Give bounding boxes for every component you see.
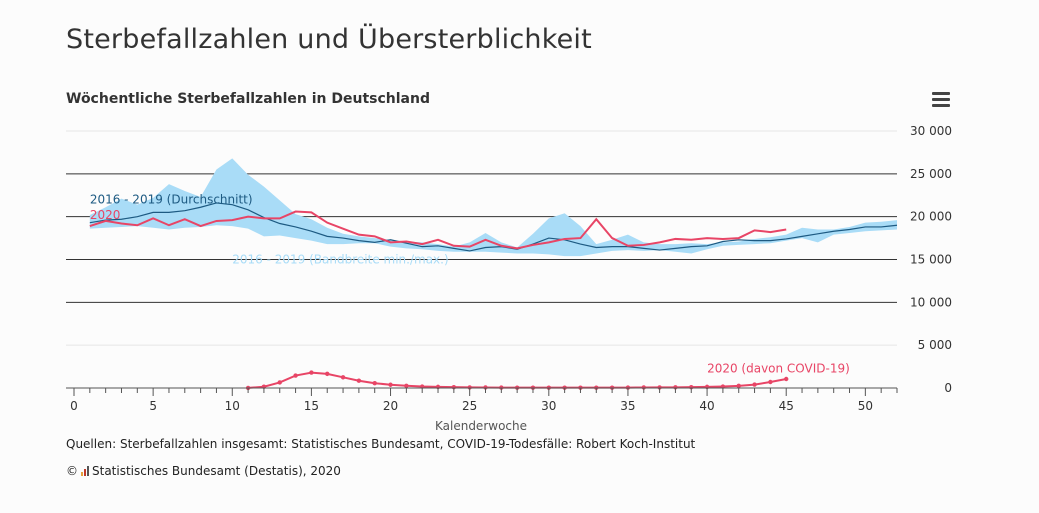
covid-point xyxy=(325,371,330,377)
annotations: 2016 - 2019 (Durchschnitt)2020 2016 - 201… xyxy=(90,193,850,376)
y-tick-label: 5 000 xyxy=(918,338,952,352)
covid-point xyxy=(768,379,773,385)
x-axis-label: Kalenderwoche xyxy=(435,419,527,433)
axes: 0 5 000 10 000 15 000 20 000 25 000 30 000 0 5 10… xyxy=(66,124,952,413)
hamburger-menu-icon[interactable] xyxy=(930,89,952,109)
y-tick-label: 20 000 xyxy=(910,210,952,224)
covid-point xyxy=(752,382,757,387)
average-line xyxy=(89,202,898,252)
covid-point xyxy=(467,385,472,390)
covid-point xyxy=(356,378,362,383)
y-tick-label: 30 000 xyxy=(910,124,952,138)
x-tick-label: 40 xyxy=(699,399,714,413)
x-tick-label: 25 xyxy=(462,399,477,413)
y-tick-label: 15 000 xyxy=(910,253,952,267)
destatis-logo-icon xyxy=(81,466,89,476)
x-tick-label: 10 xyxy=(225,399,240,413)
covid-point xyxy=(736,383,741,389)
series-annotation: 2016 - 2019 (Bandbreite min./max.) xyxy=(232,253,448,267)
covid-point xyxy=(388,382,393,387)
x-tick-label: 50 xyxy=(858,399,873,413)
y-tick-label: 0 xyxy=(944,381,952,395)
copyright-symbol: © xyxy=(66,464,78,478)
covid-point xyxy=(784,376,789,382)
range-band-area xyxy=(89,158,898,257)
covid-point xyxy=(340,375,346,380)
covid-point xyxy=(309,370,314,375)
copyright-line: © Statistisches Bundesamt (Destatis), 20… xyxy=(66,464,341,478)
x-tick-label: 45 xyxy=(779,399,794,413)
covid-point xyxy=(293,373,298,378)
series-annotation: 2016 - 2019 (Durchschnitt) xyxy=(90,193,253,207)
covid-point xyxy=(641,385,646,390)
series-annotation: 2020 xyxy=(90,208,121,222)
chart-title: Wöchentliche Sterbefallzahlen in Deutsch… xyxy=(66,91,430,107)
covid-point xyxy=(277,380,282,385)
covid-point xyxy=(372,381,377,386)
x-tick-label: 0 xyxy=(70,399,78,413)
covid-point xyxy=(657,385,662,390)
page-title: Sterbefallzahlen und Übersterblichkeit xyxy=(66,24,592,55)
covid-point xyxy=(483,385,488,390)
year-2020-line xyxy=(89,210,787,250)
band-series xyxy=(89,158,898,257)
covid-point xyxy=(404,383,409,388)
x-tick-label: 30 xyxy=(541,399,556,413)
x-tick-label: 35 xyxy=(620,399,635,413)
x-tick-label: 5 xyxy=(149,399,157,413)
x-tick-label: 15 xyxy=(304,399,319,413)
series-annotation: 2020 (davon COVID-19) xyxy=(707,361,850,375)
sources-text: Quellen: Sterbefallzahlen insgesamt: Sta… xyxy=(66,437,696,451)
y-tick-label: 25 000 xyxy=(910,167,952,181)
x-tick-label: 20 xyxy=(383,399,398,413)
copyright-text: Statistisches Bundesamt (Destatis), 2020 xyxy=(92,464,341,478)
y-tick-label: 10 000 xyxy=(910,295,952,309)
